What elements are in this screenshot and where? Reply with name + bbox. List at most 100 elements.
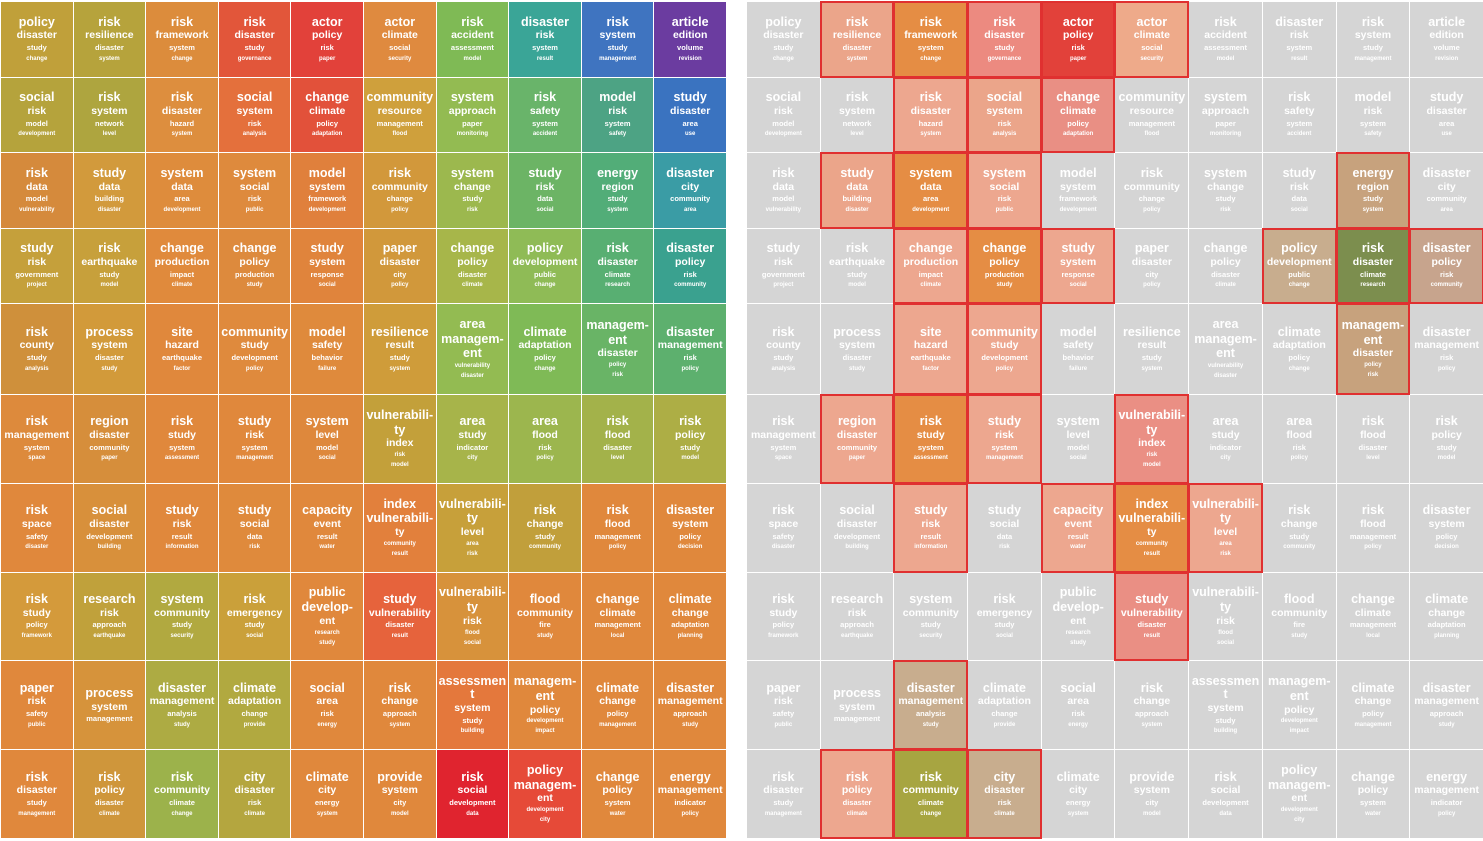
cell-word: community (1430, 282, 1463, 289)
topic-cell: disaster policy risk community (654, 228, 726, 304)
cell-word: social (318, 282, 336, 289)
topic-cell-highlight: social risk model development (747, 77, 820, 153)
cell-word: risk (170, 90, 194, 105)
cell-word: ent (1216, 346, 1235, 361)
cell-word: climate (994, 810, 1015, 817)
cell-word: policy (25, 620, 48, 630)
cell-word: disaster (666, 165, 715, 180)
topic-cell: study risk government project (1, 228, 73, 304)
cell-word: development (512, 256, 578, 269)
cell-word: building (845, 544, 869, 551)
cell-word: vulnerabili- (1192, 496, 1259, 511)
cell-word: model (1437, 455, 1456, 462)
cell-word: adaptation (1272, 339, 1326, 352)
cell-word: provide (243, 721, 266, 728)
cell-word: area (532, 414, 558, 429)
cell-word: disaster (89, 429, 130, 442)
cell-word: study (237, 414, 272, 429)
cell-word: change (1354, 695, 1392, 708)
topic-cell: study vulnerability disaster result (363, 572, 436, 661)
cell-word: data (466, 810, 479, 817)
topic-cell-highlight: energy region study system (1335, 152, 1411, 229)
topic-cell-highlight: risk framework system change (893, 1, 969, 78)
cell-word: management (1414, 784, 1480, 797)
cell-word: risk (535, 29, 555, 42)
cell-word: energy (1426, 769, 1468, 784)
cell-word: risk (995, 429, 1014, 442)
cell-word: social (389, 43, 411, 53)
cell-word: climate (99, 810, 120, 817)
cell-word: indicator (1430, 797, 1463, 807)
cell-word: disaster (1422, 241, 1471, 256)
cell-word: climate (668, 591, 712, 606)
cell-word: assessment (164, 455, 200, 462)
cell-word: earthquake (81, 256, 138, 269)
cell-word: change (26, 55, 48, 62)
cell-word: risk (394, 451, 406, 458)
cell-word: disaster (906, 680, 955, 695)
cell-word: study (987, 503, 1022, 518)
cell-word: system (982, 165, 1026, 180)
cell-word: factor (922, 365, 940, 372)
cell-word: climate (305, 769, 349, 784)
cell-word: risk (845, 14, 869, 29)
cell-word: risk (243, 14, 266, 29)
cell-word: level (610, 455, 625, 462)
cell-word: policy (606, 709, 629, 719)
cell-word: capacity (1053, 503, 1104, 518)
cell-word: management (833, 714, 881, 724)
cell-word: climate (846, 810, 868, 817)
topic-cell: risk space safety disaster (1, 483, 73, 572)
cell-word: factor (173, 365, 191, 372)
cell-word: area (466, 540, 479, 547)
topic-cell-highlight: flood community fire study (1262, 572, 1336, 661)
cell-word: study (682, 721, 699, 728)
cell-word: model (772, 194, 795, 204)
cell-word: building (842, 194, 872, 204)
cell-word: disaster (385, 620, 415, 630)
cell-word: risk (1216, 614, 1235, 627)
cell-word: data (98, 180, 121, 193)
cell-word: energy (317, 721, 338, 728)
cell-word: study (994, 620, 1015, 630)
cell-word: production (154, 256, 210, 269)
cell-word: climate (982, 680, 1026, 695)
cell-word: accident (451, 29, 494, 42)
cell-word: resilience (1122, 324, 1181, 339)
cell-word: change (772, 55, 794, 62)
topic-cell: risk change study community (509, 483, 581, 572)
cell-word: ent (1289, 688, 1309, 703)
cell-word: disaster (379, 256, 420, 269)
cell-word: policy (391, 282, 409, 289)
cell-word: management (657, 695, 723, 708)
topic-cell: article edition volume revision (654, 2, 726, 77)
cell-word: system (169, 442, 195, 452)
cell-word: model (308, 324, 346, 339)
topic-cell: region disaster community paper (73, 395, 146, 483)
cell-word: risk (606, 14, 629, 29)
cell-word: climate (1425, 591, 1469, 606)
cell-word: risk (463, 614, 482, 627)
topic-cell: change production impact climate (146, 228, 218, 304)
cell-word: approach (92, 620, 127, 630)
cell-word: system (450, 165, 494, 180)
cell-word: risk (461, 14, 484, 29)
cell-word: climate (1056, 769, 1100, 784)
cell-word: change (908, 241, 953, 256)
cell-word: develop- (301, 600, 353, 615)
topic-cell: disaster management analysis study (146, 661, 218, 750)
cell-word: study (996, 282, 1013, 289)
cell-word: policy (1067, 118, 1089, 128)
cell-word: model (463, 55, 482, 62)
topic-cell: risk safety system accident (509, 77, 581, 153)
cell-word: policy (457, 256, 488, 269)
cell-word: development (308, 206, 346, 213)
topic-cell: climate city energy system (291, 750, 363, 838)
cell-word: social (986, 90, 1023, 105)
cell-word: ty (1147, 526, 1157, 539)
cell-word: policy (1210, 256, 1241, 269)
cell-word: policy (316, 118, 339, 128)
topic-cell: risk management system space (1, 395, 73, 483)
cell-word: policy (1431, 256, 1462, 269)
cell-word: system (1207, 701, 1244, 714)
